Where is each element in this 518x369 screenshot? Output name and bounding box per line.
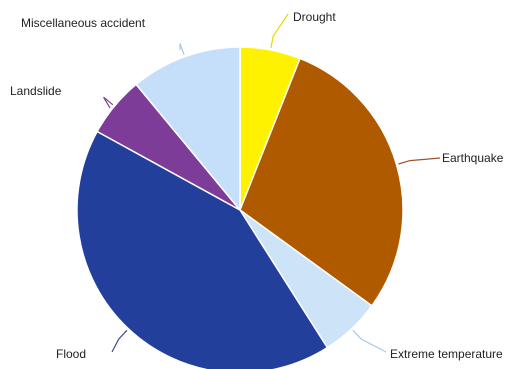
slice-miscellaneous-accident <box>135 46 241 213</box>
slice-label-flood: Flood <box>56 347 86 361</box>
slice-earthquake <box>239 57 404 307</box>
leader-line-extreme-temperature <box>352 329 387 353</box>
slice-flood <box>76 130 329 369</box>
slice-labels: Drought Earthquake Extreme temperature F… <box>10 10 504 361</box>
leader-line-flood <box>111 329 128 353</box>
slice-label-landslide: Landslide <box>10 84 62 98</box>
leader-lines <box>103 13 441 353</box>
slice-label-earthquake: Earthquake <box>442 151 504 165</box>
leader-line-landslide <box>103 96 114 109</box>
slice-label-drought: Drought <box>293 10 336 24</box>
slice-label-miscellaneous-accident: Miscellaneous accident <box>21 16 146 30</box>
slice-label-extreme-temperature: Extreme temperature <box>390 347 503 361</box>
leader-line-drought <box>270 13 289 49</box>
leader-line-earthquake <box>398 157 441 165</box>
pie-slices <box>76 46 404 369</box>
leader-line-miscellaneous-accident <box>179 43 185 56</box>
